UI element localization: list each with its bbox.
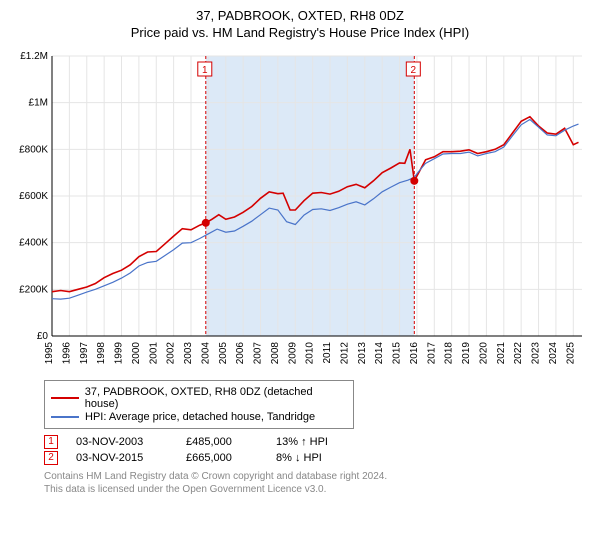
svg-text:2009: 2009 (287, 342, 298, 365)
svg-text:£200K: £200K (19, 284, 48, 295)
svg-text:2017: 2017 (426, 342, 437, 365)
legend-label: HPI: Average price, detached house, Tand… (85, 411, 315, 423)
svg-text:1995: 1995 (44, 342, 55, 365)
svg-text:2000: 2000 (131, 342, 142, 365)
legend-item: 37, PADBROOK, OXTED, RH8 0DZ (detached h… (51, 386, 347, 410)
svg-text:2024: 2024 (548, 342, 559, 365)
title-subtitle: Price paid vs. HM Land Registry's House … (8, 25, 592, 40)
svg-text:1998: 1998 (96, 342, 107, 365)
footer-line: Contains HM Land Registry data © Crown c… (44, 471, 592, 484)
sale-row: 2 03-NOV-2015 £665,000 8% ↓ HPI (44, 451, 592, 465)
svg-text:2013: 2013 (357, 342, 368, 365)
svg-text:2001: 2001 (148, 342, 159, 365)
sale-rel-hpi: 8% ↓ HPI (276, 452, 366, 464)
price-chart: £0 £200K £400K £600K £800K £1M £1.2M 1995 1996 19… (8, 46, 592, 376)
svg-text:2019: 2019 (461, 342, 472, 365)
svg-text:2016: 2016 (409, 342, 420, 365)
sale-row: 1 03-NOV-2003 £485,000 13% ↑ HPI (44, 435, 592, 449)
svg-text:2002: 2002 (166, 342, 177, 365)
sale-marker-1: 1 (44, 435, 58, 449)
svg-text:2025: 2025 (565, 342, 576, 365)
svg-text:2007: 2007 (253, 342, 264, 365)
svg-text:£800K: £800K (19, 144, 48, 155)
svg-text:2005: 2005 (218, 342, 229, 365)
title-address: 37, PADBROOK, OXTED, RH8 0DZ (8, 8, 592, 23)
sale-price: £485,000 (186, 436, 276, 448)
svg-text:2011: 2011 (322, 342, 333, 364)
svg-text:1999: 1999 (114, 342, 125, 365)
svg-text:£0: £0 (37, 331, 49, 342)
sales-list: 1 03-NOV-2003 £485,000 13% ↑ HPI 2 03-NO… (44, 435, 592, 465)
svg-text:2018: 2018 (444, 342, 455, 365)
svg-text:1: 1 (202, 65, 208, 76)
footer: Contains HM Land Registry data © Crown c… (44, 471, 592, 496)
svg-text:£600K: £600K (19, 191, 48, 202)
legend-swatch-hpi (51, 416, 79, 418)
svg-text:1996: 1996 (61, 342, 72, 365)
svg-text:2: 2 (411, 65, 417, 76)
svg-text:2023: 2023 (531, 342, 542, 365)
svg-text:2021: 2021 (496, 342, 507, 365)
sale-price: £665,000 (186, 452, 276, 464)
sale-date: 03-NOV-2003 (76, 436, 186, 448)
svg-text:2015: 2015 (392, 342, 403, 365)
footer-line: This data is licensed under the Open Gov… (44, 484, 592, 497)
svg-text:2014: 2014 (374, 342, 385, 365)
svg-text:£1.2M: £1.2M (20, 51, 48, 62)
svg-text:£400K: £400K (19, 238, 48, 249)
legend: 37, PADBROOK, OXTED, RH8 0DZ (detached h… (44, 380, 354, 429)
svg-text:2004: 2004 (200, 342, 211, 365)
svg-text:£1M: £1M (29, 98, 48, 109)
svg-text:2012: 2012 (339, 342, 350, 365)
legend-swatch-property (51, 397, 79, 399)
svg-text:2020: 2020 (478, 342, 489, 365)
sale-date: 03-NOV-2015 (76, 452, 186, 464)
legend-item: HPI: Average price, detached house, Tand… (51, 411, 347, 423)
svg-text:2008: 2008 (270, 342, 281, 365)
svg-text:2022: 2022 (513, 342, 524, 365)
sale-rel-hpi: 13% ↑ HPI (276, 436, 366, 448)
svg-text:2006: 2006 (235, 342, 246, 365)
sale-marker-2: 2 (44, 451, 58, 465)
legend-label: 37, PADBROOK, OXTED, RH8 0DZ (detached h… (85, 386, 347, 410)
svg-text:2003: 2003 (183, 342, 194, 365)
svg-text:2010: 2010 (305, 342, 316, 365)
svg-text:1997: 1997 (79, 342, 90, 365)
